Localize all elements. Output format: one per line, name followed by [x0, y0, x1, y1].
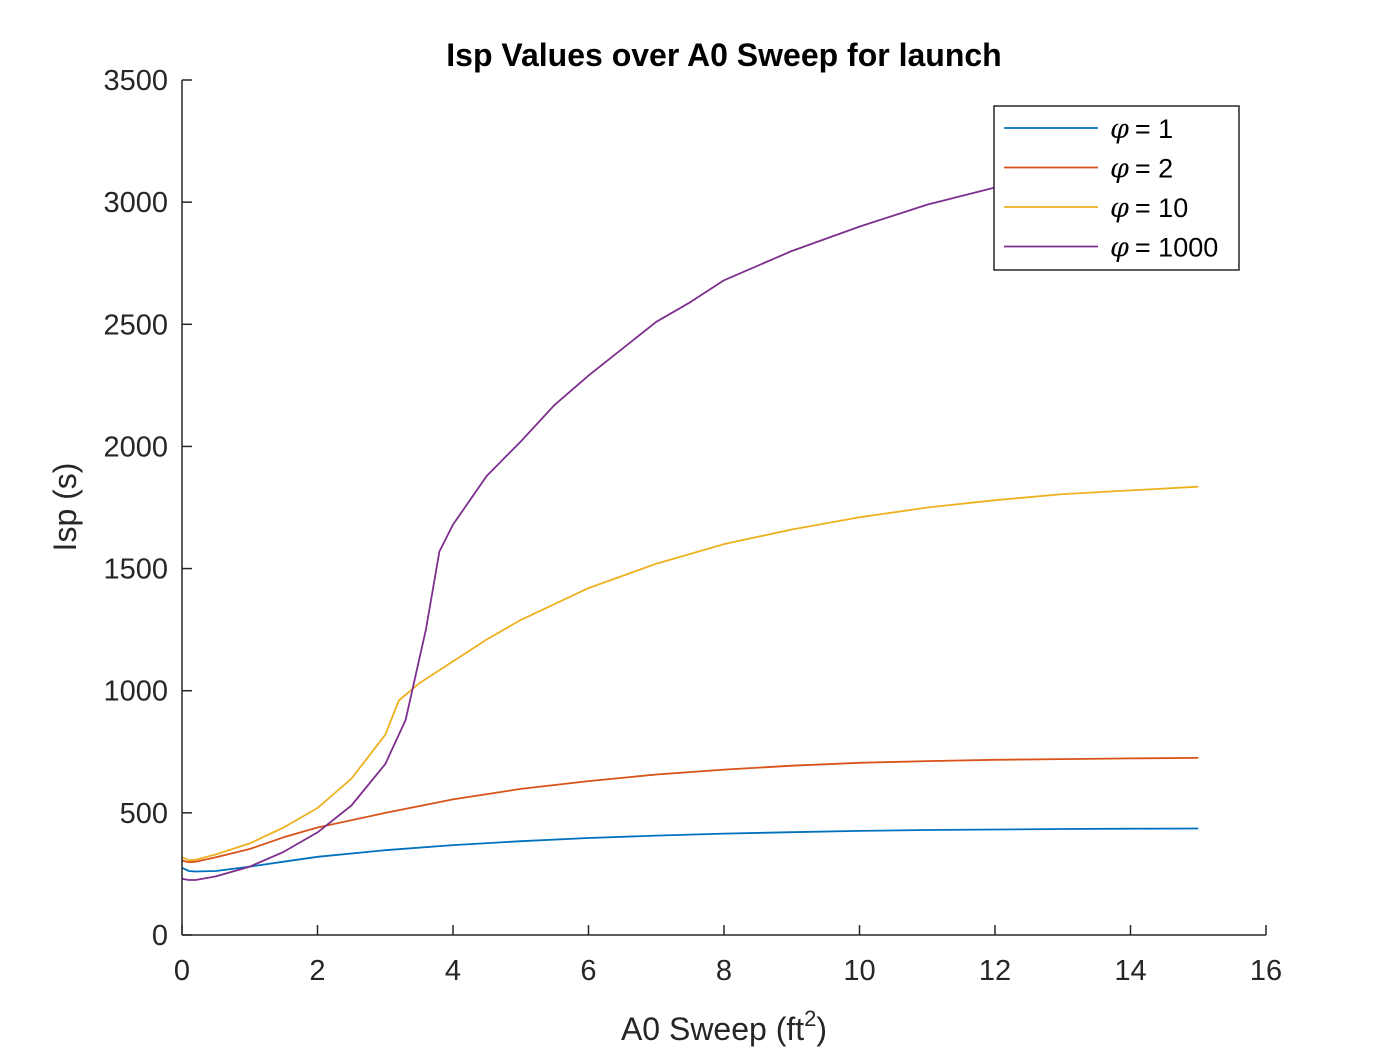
legend-entry-3: φ = 10: [1110, 193, 1188, 224]
x-tick-label: 8: [716, 955, 732, 987]
y-tick-label: 2000: [103, 431, 168, 463]
x-axis-label-close: ): [816, 1011, 827, 1047]
y-tick-label: 500: [120, 798, 168, 830]
chart-title: Isp Values over A0 Sweep for launch: [446, 37, 1001, 73]
x-tick-label: 16: [1250, 955, 1282, 987]
series-line-1: [181, 827, 1199, 873]
data-lines: [181, 157, 1199, 881]
legend-entry-2: φ = 2: [1110, 154, 1173, 185]
y-axis-label: Isp (s): [47, 463, 83, 552]
y-tick-label: 3000: [103, 187, 168, 219]
y-tick-label: 2500: [103, 309, 168, 341]
x-ticks: 0 2 4 6 8 10 12 14 16: [174, 925, 1282, 987]
series-line-3: [181, 485, 1199, 862]
legend-label: = 10: [1135, 193, 1188, 223]
series-line-4: [181, 157, 1199, 881]
x-tick-label: 4: [445, 955, 461, 987]
x-tick-label: 0: [174, 955, 190, 987]
x-tick-label: 2: [309, 955, 325, 987]
phi-symbol: φ: [1110, 154, 1129, 185]
legend-box: [993, 105, 1240, 271]
y-tick-label: 0: [152, 920, 168, 952]
x-tick-label: 10: [843, 955, 875, 987]
legend-label: = 2: [1135, 154, 1173, 184]
series-line-2: [181, 757, 1199, 864]
y-tick-label: 1000: [103, 676, 168, 708]
legend-label: = 1: [1135, 114, 1173, 144]
y-tick-label: 3500: [103, 65, 168, 97]
legend: φ = 1φ = 2φ = 10φ = 1000: [993, 105, 1240, 271]
y-ticks: 0 500 1000 1500 2000 2500 3000 3500: [103, 65, 192, 952]
x-axis-label: A0 Sweep (ft2): [621, 1006, 827, 1047]
x-tick-label: 6: [580, 955, 596, 987]
x-axis-label-superscript: 2: [804, 1006, 816, 1031]
y-tick-label: 1500: [103, 554, 168, 586]
x-tick-label: 14: [1114, 955, 1146, 987]
x-tick-label: 12: [979, 955, 1011, 987]
legend-entry-1: φ = 1: [1110, 114, 1173, 145]
phi-symbol: φ: [1110, 233, 1129, 264]
legend-entry-4: φ = 1000: [1110, 233, 1218, 264]
phi-symbol: φ: [1110, 114, 1129, 145]
legend-label: = 1000: [1135, 233, 1218, 263]
phi-symbol: φ: [1110, 193, 1129, 224]
